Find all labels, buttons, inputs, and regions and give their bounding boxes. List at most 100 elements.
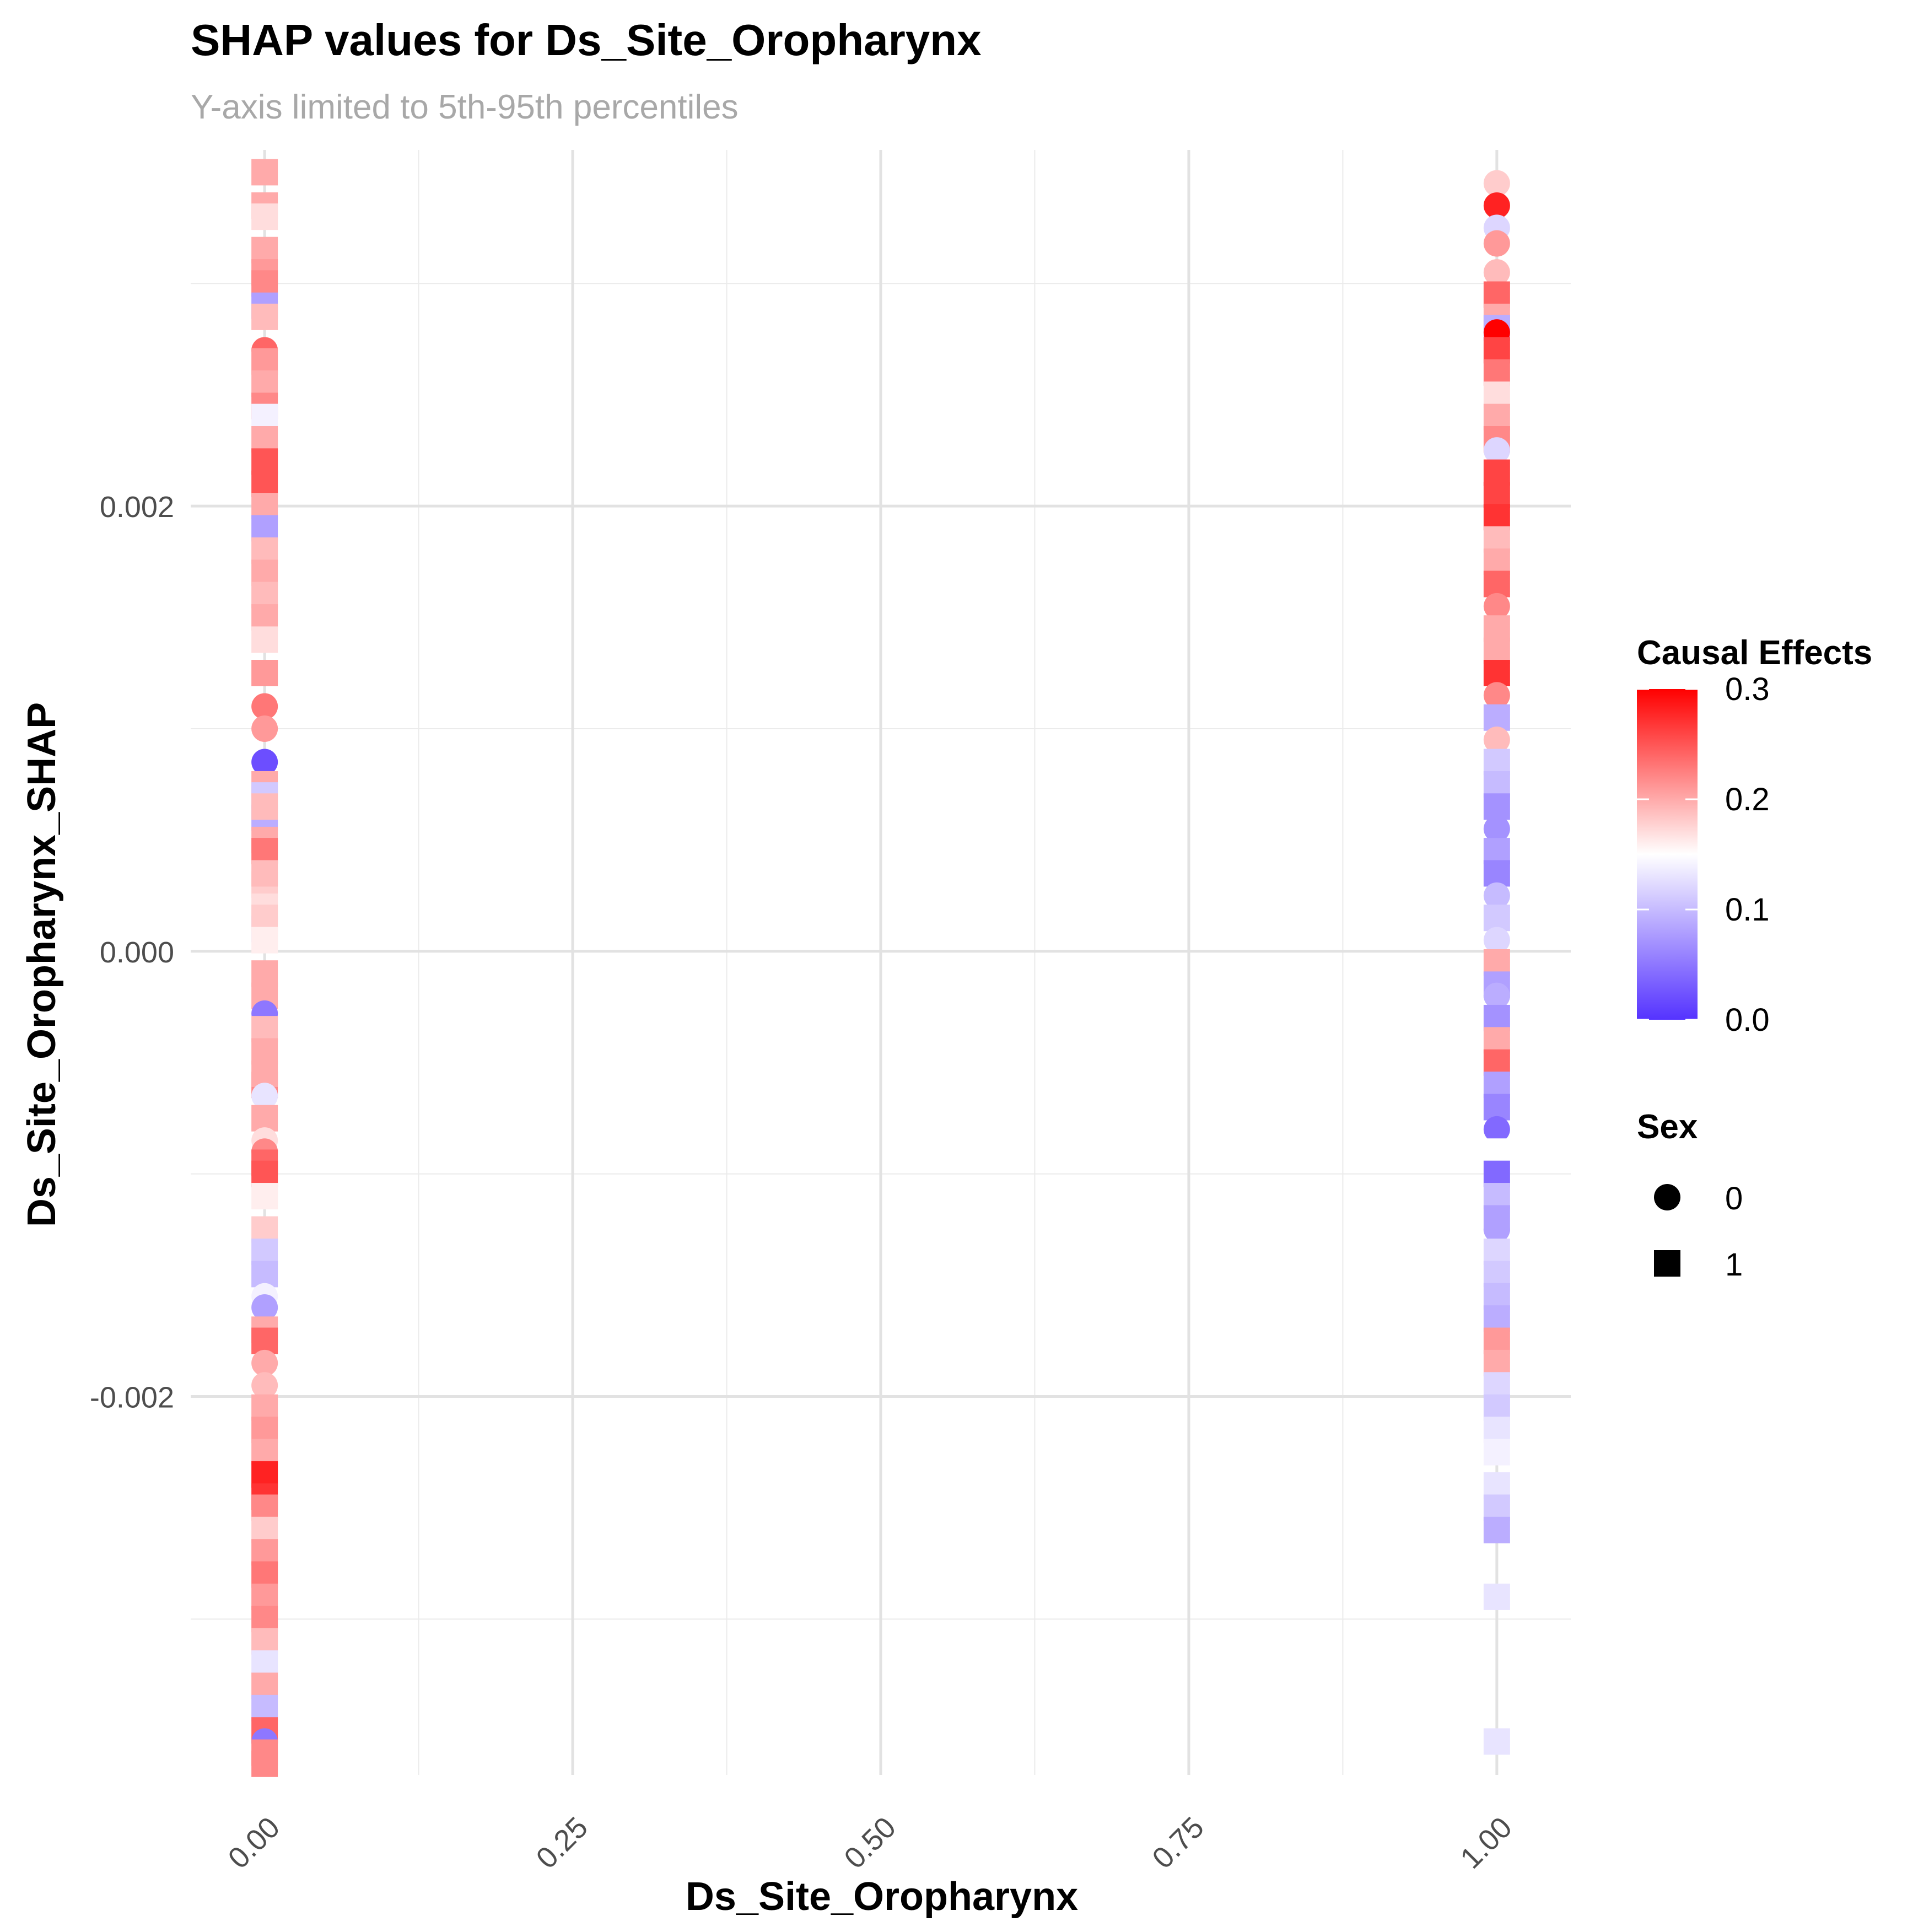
- shape-legend-title: Sex: [1637, 1108, 1698, 1146]
- data-point-circle: [1483, 170, 1510, 197]
- data-point-square: [1483, 749, 1510, 776]
- color-legend-tick-label: 0.2: [1725, 782, 1770, 817]
- data-point-square: [1483, 1238, 1510, 1265]
- data-point-square: [1483, 1004, 1510, 1031]
- data-point-square: [1483, 1516, 1510, 1543]
- data-point-square: [251, 960, 278, 987]
- data-point-square: [1483, 571, 1510, 598]
- data-point-square: [251, 1238, 278, 1265]
- data-point-circle: [1483, 593, 1510, 620]
- shape-legend-label-0: 0: [1725, 1181, 1743, 1217]
- data-point-square: [251, 1417, 278, 1444]
- data-point-square: [251, 838, 278, 865]
- data-point-square: [251, 448, 278, 475]
- y-axis-label: Ds_Site_Oropharynx_SHAP: [20, 702, 64, 1227]
- data-point-circle: [251, 1372, 278, 1399]
- data-point-square: [1483, 1394, 1510, 1421]
- y-tick-label: -0.002: [90, 1381, 174, 1414]
- data-point-circle: [1483, 682, 1510, 709]
- data-point-square: [1483, 1327, 1510, 1354]
- data-point-circle: [251, 1294, 278, 1321]
- data-point-square: [251, 1439, 278, 1466]
- data-point-square: [1483, 1417, 1510, 1444]
- data-point-square: [1483, 1183, 1510, 1210]
- data-point-square: [1483, 1138, 1510, 1165]
- data-point-square: [251, 1038, 278, 1065]
- data-point-square: [251, 493, 278, 520]
- data-point-square: [1483, 1283, 1510, 1310]
- data-points: [251, 159, 1510, 1777]
- data-point-circle: [251, 749, 278, 776]
- data-point-square: [251, 1494, 278, 1521]
- color-legend-tick-label: 0.3: [1725, 671, 1770, 707]
- data-point-square: [251, 1561, 278, 1588]
- data-point-square: [251, 1606, 278, 1633]
- data-point-square: [251, 604, 278, 631]
- data-point-square: [251, 515, 278, 542]
- shape-legend: Sex 0 1: [1637, 1108, 1743, 1283]
- data-point-circle: [1483, 192, 1510, 219]
- data-point-square: [1483, 1728, 1510, 1755]
- data-point-circle: [1483, 1116, 1510, 1143]
- data-point-square: [1483, 660, 1510, 687]
- data-point-square: [251, 860, 278, 887]
- data-point-square: [251, 1750, 278, 1777]
- data-point-square: [251, 559, 278, 586]
- data-point-square: [251, 348, 278, 375]
- data-point-square: [1483, 793, 1510, 820]
- data-point-square: [1483, 1027, 1510, 1054]
- y-tick-label: 0.000: [100, 936, 174, 969]
- data-point-circle: [1483, 726, 1510, 754]
- data-point-square: [251, 793, 278, 820]
- data-point-square: [1483, 526, 1510, 553]
- data-point-square: [251, 1672, 278, 1699]
- data-point-square: [1483, 1583, 1510, 1610]
- data-point-square: [251, 626, 278, 653]
- data-point-square: [1483, 949, 1510, 976]
- data-point-square: [251, 1160, 278, 1187]
- data-point-square: [1483, 860, 1510, 887]
- data-point-square: [251, 159, 278, 186]
- data-point-square: [1483, 1049, 1510, 1076]
- data-point-square: [1483, 1094, 1510, 1121]
- data-point-circle: [251, 1083, 278, 1110]
- x-axis-label: Ds_Site_Oropharynx: [686, 1875, 1078, 1919]
- data-point-square: [1483, 381, 1510, 408]
- data-point-square: [251, 537, 278, 564]
- data-point-square: [251, 1539, 278, 1566]
- data-point-square: [251, 1183, 278, 1210]
- data-point-square: [251, 1060, 278, 1087]
- data-point-square: [251, 1628, 278, 1655]
- data-point-square: [251, 660, 278, 687]
- color-legend: Causal Effects 0.0 0.1 0.2 0.3: [1637, 634, 1872, 1038]
- data-point-square: [1483, 1439, 1510, 1466]
- color-legend-bar: [1637, 689, 1698, 1020]
- data-point-square: [1483, 704, 1510, 731]
- data-point-circle: [1483, 882, 1510, 909]
- data-point-square: [1483, 281, 1510, 308]
- data-point-square: [251, 1216, 278, 1243]
- data-point-square: [251, 1650, 278, 1677]
- data-point-square: [251, 927, 278, 954]
- chart-title: SHAP values for Ds_Site_Oropharynx: [191, 15, 982, 64]
- data-point-circle: [1483, 815, 1510, 842]
- data-point-square: [1483, 1372, 1510, 1399]
- data-point-square: [1483, 403, 1510, 430]
- data-point-square: [1483, 905, 1510, 932]
- data-point-square: [251, 403, 278, 430]
- color-legend-title: Causal Effects: [1637, 634, 1872, 672]
- data-point-circle: [1483, 437, 1510, 464]
- data-point-square: [251, 426, 278, 453]
- data-point-square: [1483, 1160, 1510, 1187]
- data-point-square: [251, 1105, 278, 1132]
- data-point-square: [1483, 1072, 1510, 1099]
- data-point-circle: [1483, 927, 1510, 954]
- data-point-square: [1483, 1494, 1510, 1521]
- data-point-circle: [251, 693, 278, 720]
- data-point-square: [1483, 1261, 1510, 1288]
- data-point-square: [251, 582, 278, 609]
- color-legend-ticks: 0.0 0.1 0.2 0.3: [1637, 671, 1770, 1038]
- data-point-square: [1483, 1305, 1510, 1332]
